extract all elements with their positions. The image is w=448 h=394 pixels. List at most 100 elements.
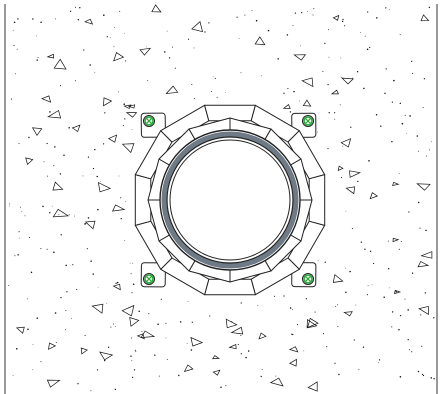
hatch-triangle: [225, 318, 238, 329]
hatch-dot: [411, 272, 414, 274]
hatch-dot: [60, 296, 62, 299]
hatch-triangle: [307, 381, 318, 392]
hatch-dot: [328, 29, 330, 31]
hatch-dot: [166, 30, 168, 32]
hatch-dot: [425, 229, 427, 232]
hatch-triangle: [80, 347, 88, 355]
hatch-triangle: [301, 77, 314, 88]
bolt-head-icon: [144, 116, 154, 126]
bolt-head-icon: [144, 274, 154, 284]
hatch-dot: [283, 295, 285, 297]
hatch-triangle: [258, 332, 267, 340]
hatch-dot: [364, 248, 366, 251]
hatch-dot: [17, 18, 19, 20]
hatch-dot: [97, 286, 99, 288]
hatch-triangle: [392, 237, 400, 243]
hatch-triangle: [84, 220, 96, 230]
hatch-dot: [28, 136, 30, 139]
hatch-dot: [300, 45, 302, 47]
hatch-dot: [334, 118, 336, 120]
hatch-dot: [322, 333, 325, 335]
hatch-dot: [24, 215, 26, 217]
hatch-dot: [90, 260, 92, 263]
hatch-dot: [273, 295, 276, 297]
hatch-dot: [13, 44, 15, 46]
bolt-cross-icon: [146, 276, 152, 282]
hatch-dot: [123, 103, 125, 105]
hatch-triangle: [183, 364, 194, 372]
hatch-triangle: [107, 134, 118, 143]
hatch-triangle: [420, 251, 433, 259]
anchor-bolts: [140, 112, 317, 288]
hatch-dot: [18, 143, 20, 145]
hatch-dot: [76, 289, 78, 291]
hatch-dot: [324, 42, 326, 45]
hatch-dot: [114, 388, 117, 391]
hatch-dot: [428, 149, 430, 151]
hatch-dot: [338, 373, 340, 376]
hatch-dot: [100, 180, 101, 182]
hatch-dot: [28, 236, 30, 238]
hatch-triangle: [151, 4, 162, 13]
hatch-dot: [79, 7, 81, 9]
hatch-dot: [193, 47, 195, 49]
bolt-cross-icon: [305, 118, 311, 124]
hatch-triangle: [52, 208, 70, 218]
hatch-dot: [97, 208, 99, 211]
hatch-dot: [391, 101, 393, 103]
hatch-dot: [292, 309, 293, 311]
hatch-dot: [65, 310, 67, 311]
hatch-dot: [26, 298, 28, 300]
hatch-dot: [8, 205, 10, 207]
hatch-triangle: [127, 104, 136, 109]
hatch-dot: [385, 68, 387, 70]
hatch-dot: [395, 291, 397, 293]
hatch-triangle: [392, 181, 400, 186]
hatch-dot: [257, 305, 259, 306]
hatch-dot: [187, 38, 190, 40]
hatch-dot: [290, 333, 292, 335]
hatch-dot: [172, 46, 174, 48]
hatch-triangle: [302, 99, 312, 107]
hatch-dot: [86, 248, 88, 250]
hatch-dot: [328, 112, 330, 114]
hatch-dot: [131, 292, 133, 294]
hatch-triangle: [113, 52, 125, 62]
hatch-dot: [245, 356, 247, 359]
hatch-dot: [334, 112, 336, 114]
hatch-dot: [388, 268, 390, 270]
hatch-dot: [388, 240, 389, 242]
hatch-dot: [58, 214, 60, 216]
hatch-dot: [131, 337, 133, 339]
hatch-triangle: [121, 143, 135, 154]
hatch-triangle: [212, 355, 220, 360]
hatch-dot: [340, 76, 342, 78]
hatch-dot: [399, 314, 402, 317]
hatch-dot: [165, 337, 167, 339]
hatch-dot: [349, 270, 351, 273]
hatch-dot: [277, 58, 279, 60]
hatch-dot: [92, 273, 94, 275]
hatch-dot: [292, 25, 294, 26]
hatch-dot: [43, 161, 45, 163]
hatch-dot: [378, 359, 381, 361]
hatch-dot: [417, 201, 420, 204]
hatch-triangle: [228, 343, 237, 350]
hatch-dot: [324, 261, 326, 263]
hatch-dot: [231, 321, 233, 323]
hatch-dot: [166, 358, 168, 360]
hatch-dot: [399, 376, 402, 378]
hatch-dot: [190, 349, 193, 351]
hatch-triangle: [349, 170, 362, 178]
hatch-dot: [55, 18, 56, 20]
hatch-dot: [428, 6, 431, 9]
hatch-dot: [110, 326, 112, 328]
hatch-dot: [364, 35, 366, 37]
hatch-dot: [355, 304, 357, 306]
hatch-triangle: [123, 104, 132, 109]
hatch-dot: [77, 383, 79, 385]
hatch-triangle: [190, 336, 204, 347]
hatch-dot: [83, 49, 85, 51]
hatch-dot: [32, 18, 34, 20]
hatch-triangle: [47, 109, 62, 119]
